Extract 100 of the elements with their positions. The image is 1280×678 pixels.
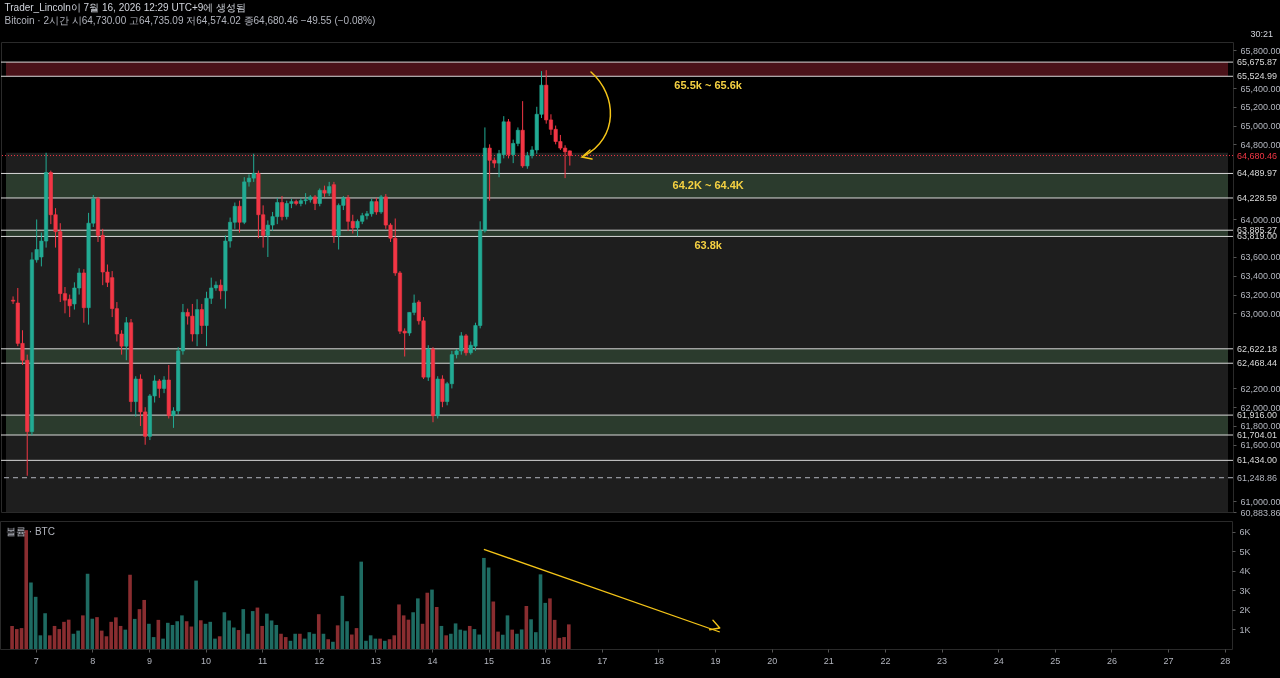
bar bbox=[312, 633, 316, 649]
y-tick-label: 1K bbox=[1239, 624, 1251, 635]
x-tick-label: 7 bbox=[33, 655, 39, 666]
bar bbox=[326, 639, 330, 649]
bar bbox=[316, 614, 321, 649]
bar bbox=[165, 622, 170, 649]
bar bbox=[463, 630, 467, 649]
ref-line-label: 61,704.01 bbox=[1237, 430, 1278, 440]
x-tick-label: 18 bbox=[653, 655, 664, 666]
y-tick-label: 62,000.00 bbox=[1240, 402, 1280, 413]
x-tick-label: 13 bbox=[370, 655, 381, 666]
x-tick-label: 9 bbox=[146, 655, 152, 666]
bar bbox=[283, 637, 288, 649]
candlestick bbox=[237, 200, 242, 234]
y-tick-label: 5K bbox=[1239, 546, 1251, 557]
candlestick bbox=[157, 378, 162, 399]
bar bbox=[199, 620, 203, 649]
x-tick-label: 11 bbox=[257, 655, 268, 666]
band-label: 63.8k bbox=[694, 239, 723, 252]
candlestick bbox=[199, 303, 204, 335]
ref-line-label: 64,228.59 bbox=[1237, 192, 1278, 203]
y-tick-label: 63,000.00 bbox=[1240, 308, 1280, 319]
y-tick-label: 61,600.00 bbox=[1240, 440, 1280, 451]
x-tick-label: 26 bbox=[1106, 655, 1117, 666]
x-tick-label: 22 bbox=[880, 655, 891, 666]
candlestick bbox=[280, 195, 285, 221]
ref-line-label: 61,248.86 bbox=[1237, 472, 1278, 483]
bar bbox=[147, 623, 151, 649]
y-tick-label: 65,200.00 bbox=[1240, 102, 1280, 113]
bar bbox=[425, 592, 430, 649]
candlestick bbox=[440, 374, 445, 408]
ref-line-label: 62,468.44 bbox=[1237, 358, 1278, 369]
x-tick-label: 21 bbox=[823, 655, 834, 666]
ref-line-label: 61,434.00 bbox=[1237, 455, 1278, 466]
candlestick bbox=[124, 316, 129, 361]
bar bbox=[515, 633, 519, 649]
y-tick-label: 3K bbox=[1239, 585, 1251, 596]
band-label: 64.2K ~ 64.4K bbox=[672, 178, 744, 191]
bar bbox=[434, 606, 439, 649]
bar bbox=[76, 630, 80, 649]
candlestick bbox=[379, 194, 384, 215]
y-tick-label: 60,883.86 bbox=[1240, 507, 1280, 518]
x-tick-label: 19 bbox=[710, 655, 721, 666]
x-tick-label: 24 bbox=[993, 655, 1004, 666]
candlestick bbox=[346, 194, 351, 232]
bar bbox=[43, 613, 47, 649]
x-tick-label: 15 bbox=[484, 655, 495, 666]
x-tick-label: 16 bbox=[540, 655, 551, 666]
bar bbox=[265, 613, 269, 649]
bar bbox=[128, 574, 132, 649]
y-tick-label: 63,400.00 bbox=[1240, 271, 1280, 282]
bar bbox=[293, 633, 297, 649]
ref-line-label: 62,622.18 bbox=[1237, 343, 1278, 354]
ref-line-label: 65,524.99 bbox=[1237, 71, 1278, 82]
x-tick-label: 10 bbox=[201, 655, 212, 666]
bar bbox=[430, 589, 434, 649]
bar bbox=[142, 599, 146, 649]
bar bbox=[274, 624, 279, 649]
y-tick-label: 64,800.00 bbox=[1240, 139, 1280, 150]
ref-line-label: 64,489.97 bbox=[1237, 168, 1278, 179]
x-tick-label: 8 bbox=[90, 655, 96, 666]
x-tick-label: 25 bbox=[1050, 655, 1061, 666]
bar bbox=[29, 582, 33, 649]
bar bbox=[548, 598, 552, 649]
x-tick-label: 12 bbox=[314, 655, 325, 666]
y-tick-label: 63,600.00 bbox=[1240, 252, 1280, 263]
chart-subtitle: Bitcoin · 2시간 시64,730.00 고64,735.09 저64,574.02 종64,680.46 −49.55 (−0.08%) bbox=[4, 15, 376, 26]
y-tick-label: 65,800.00 bbox=[1240, 45, 1280, 56]
ref-line-label: 65,675.87 bbox=[1237, 57, 1278, 68]
bar bbox=[378, 638, 382, 649]
x-tick-label: 20 bbox=[767, 655, 778, 666]
bar bbox=[81, 615, 85, 649]
x-tick-label: 17 bbox=[597, 655, 608, 666]
y-tick-label: 65,000.00 bbox=[1240, 121, 1280, 132]
x-tick-label: 28 bbox=[1220, 655, 1231, 666]
bar bbox=[132, 618, 137, 649]
bar bbox=[298, 633, 302, 649]
y-tick-label: 65,400.00 bbox=[1240, 83, 1280, 94]
candlestick bbox=[251, 153, 256, 183]
candlestick bbox=[313, 194, 318, 211]
bar bbox=[467, 625, 472, 649]
candlestick bbox=[133, 375, 138, 418]
bar bbox=[444, 635, 448, 649]
bar bbox=[510, 629, 514, 649]
candlestick bbox=[464, 333, 469, 357]
x-tick-label: 27 bbox=[1163, 655, 1174, 666]
y-tick-label: 2K bbox=[1239, 605, 1251, 616]
y-tick-label: 6K bbox=[1239, 527, 1251, 538]
bar bbox=[241, 609, 246, 649]
chart-title: 볼륨 · BTC bbox=[6, 526, 55, 537]
chart-title: Trader_Lincoln이 7월 16, 2026 12:29 UTC+9에 생성됨 bbox=[4, 2, 247, 13]
candlestick bbox=[218, 279, 223, 300]
y-tick-label: 64,000.00 bbox=[1240, 214, 1280, 225]
y-tick-label: 61,800.00 bbox=[1240, 421, 1280, 432]
y-tick-label: 62,200.00 bbox=[1240, 383, 1280, 394]
x-tick-label: 14 bbox=[427, 655, 438, 666]
bar bbox=[250, 611, 255, 649]
x-tick-label: 23 bbox=[937, 655, 948, 666]
band-label: 65.5k ~ 65.6k bbox=[674, 79, 743, 92]
bar bbox=[208, 621, 213, 649]
